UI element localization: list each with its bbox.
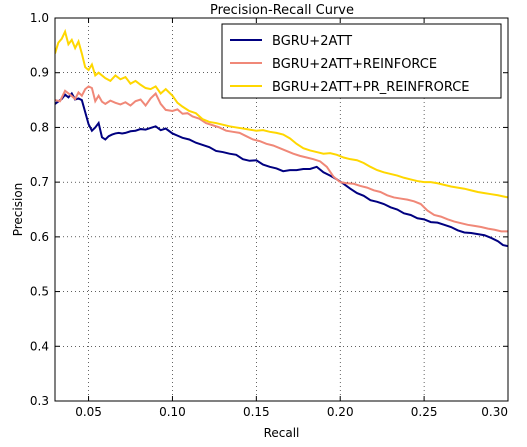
legend: BGRU+2ATT BGRU+2ATT+REINFORCE BGRU+2ATT+PR… <box>221 23 502 99</box>
x-tick-label: 0.30 <box>481 405 508 419</box>
y-tick-label: 0.9 <box>30 66 49 80</box>
x-tick-label: 0.25 <box>411 405 438 419</box>
series-lines <box>55 28 508 248</box>
legend-items: BGRU+2ATT BGRU+2ATT+REINFORCE BGRU+2ATT+PR… <box>230 34 470 95</box>
y-tick-label: 0.4 <box>30 339 49 353</box>
y-tick-label: 0.3 <box>30 394 49 408</box>
legend-label: BGRU+2ATT+PR_REINFRORCE <box>272 80 470 95</box>
y-axis-label: Precision <box>11 183 25 237</box>
y-tick-label: 0.7 <box>30 175 49 189</box>
y-tick-label: 0.6 <box>30 230 49 244</box>
legend-box <box>221 23 502 99</box>
x-axis-label: Recall <box>264 426 300 440</box>
series-line-2 <box>55 85 508 233</box>
x-tick-label: 0.10 <box>159 405 186 419</box>
axis-ticks: 0.05 0.10 0.15 0.20 0.25 0.30 0.3 0.4 0.5 0.6 0.7 0… <box>30 11 509 419</box>
chart-title: Precision-Recall Curve <box>210 3 354 18</box>
y-tick-label: 0.8 <box>30 120 49 134</box>
series-line-1 <box>55 91 508 248</box>
x-tick-label: 0.20 <box>327 405 354 419</box>
x-tick-label: 0.15 <box>243 405 270 419</box>
series-line-3 <box>55 28 508 199</box>
plot-area-frame <box>54 17 509 402</box>
y-tick-label: 0.5 <box>30 285 49 299</box>
legend-label: BGRU+2ATT <box>272 34 352 49</box>
legend-label: BGRU+2ATT+REINFORCE <box>272 57 437 72</box>
x-tick-label: 0.05 <box>75 405 102 419</box>
y-tick-label: 1.0 <box>30 11 49 25</box>
